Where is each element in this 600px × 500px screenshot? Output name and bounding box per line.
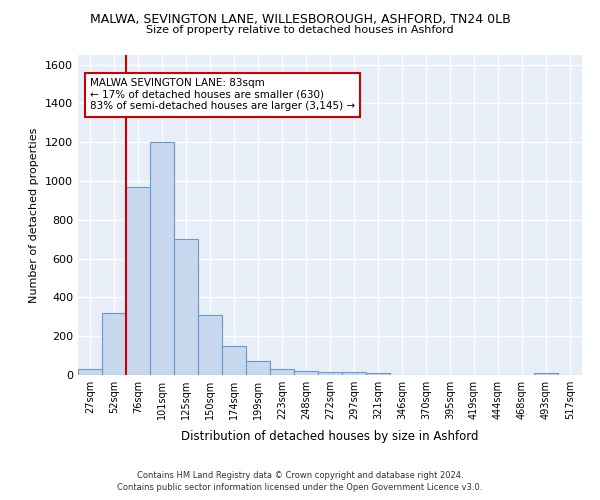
Bar <box>174 239 198 375</box>
Bar <box>342 372 366 375</box>
Bar <box>246 362 270 375</box>
Bar <box>126 187 150 375</box>
Bar <box>534 373 558 375</box>
Text: MALWA, SEVINGTON LANE, WILLESBOROUGH, ASHFORD, TN24 0LB: MALWA, SEVINGTON LANE, WILLESBOROUGH, AS… <box>89 12 511 26</box>
Bar <box>294 371 318 375</box>
Bar <box>102 313 126 375</box>
Bar <box>318 372 342 375</box>
Bar <box>150 142 174 375</box>
X-axis label: Distribution of detached houses by size in Ashford: Distribution of detached houses by size … <box>181 430 479 444</box>
Bar <box>198 315 222 375</box>
Text: Size of property relative to detached houses in Ashford: Size of property relative to detached ho… <box>146 25 454 35</box>
Bar <box>222 346 246 375</box>
Y-axis label: Number of detached properties: Number of detached properties <box>29 128 40 302</box>
Text: Contains HM Land Registry data © Crown copyright and database right 2024.
Contai: Contains HM Land Registry data © Crown c… <box>118 471 482 492</box>
Bar <box>366 373 390 375</box>
Bar <box>78 369 102 375</box>
Text: MALWA SEVINGTON LANE: 83sqm
← 17% of detached houses are smaller (630)
83% of se: MALWA SEVINGTON LANE: 83sqm ← 17% of det… <box>90 78 355 112</box>
Bar <box>270 369 294 375</box>
